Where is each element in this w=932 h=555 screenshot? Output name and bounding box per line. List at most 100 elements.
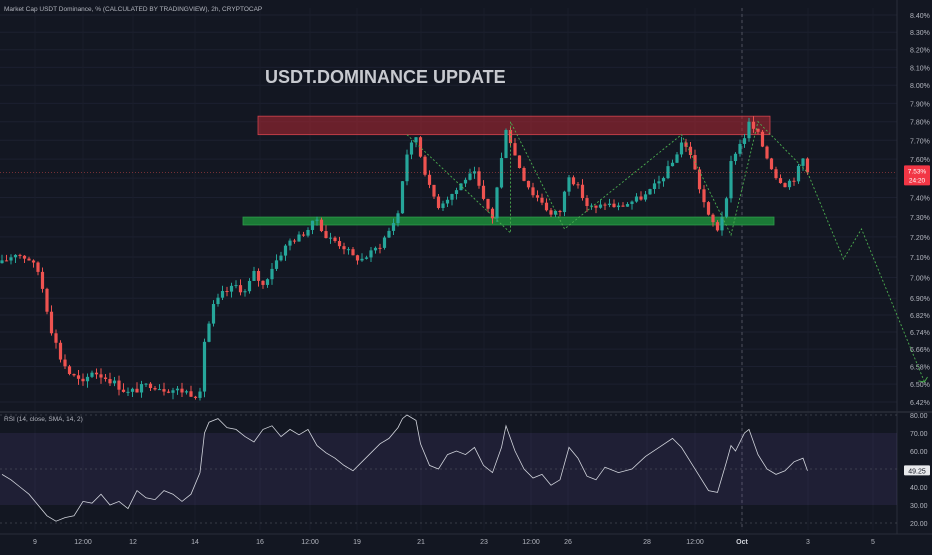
candle-body	[90, 372, 94, 377]
candle-body	[103, 377, 108, 380]
candle-body	[414, 137, 418, 143]
candle-body	[139, 384, 144, 393]
candle-body	[9, 257, 13, 261]
candle-body	[571, 177, 576, 185]
symbol-title: Market Cap USDT Dominance, % (CALCULATED…	[4, 6, 262, 13]
candle-body	[567, 177, 571, 192]
candle-body	[787, 180, 792, 188]
candle-body	[337, 241, 342, 247]
candle-body	[535, 195, 540, 198]
candle-body	[504, 130, 508, 159]
candle-body	[661, 178, 666, 182]
candle-body	[549, 210, 553, 215]
candle-body	[301, 234, 306, 236]
candle-body	[585, 198, 589, 207]
candle-body	[445, 199, 450, 204]
y-tick-label: 7.90%	[910, 101, 930, 108]
candle-body	[648, 189, 652, 195]
candle-body	[783, 183, 787, 188]
candle-body	[238, 285, 243, 293]
candle-body	[652, 183, 657, 190]
candle-body	[94, 372, 99, 375]
candle-body	[342, 246, 346, 250]
candle-body	[234, 285, 238, 287]
x-tick-label: 3	[806, 539, 810, 546]
candle-body	[63, 359, 67, 367]
candle-body	[171, 390, 175, 393]
y-tick-label: 6.58%	[910, 365, 930, 372]
candle-body	[198, 391, 202, 398]
candle-body	[657, 181, 661, 184]
x-tick-label: Oct	[736, 539, 748, 546]
candle-body	[670, 162, 675, 167]
candle-body	[180, 388, 184, 393]
y-tick-label: 8.20%	[910, 48, 930, 55]
y-tick-label: 8.30%	[910, 30, 930, 37]
x-tick-label: 26	[564, 539, 572, 546]
candle-body	[409, 142, 414, 155]
candle-body	[297, 234, 301, 242]
candle-body	[562, 191, 567, 213]
candle-body	[751, 121, 756, 129]
candle-body	[279, 255, 283, 261]
x-tick-label: 21	[417, 539, 425, 546]
candle-body	[22, 255, 27, 259]
candle-body	[729, 161, 733, 199]
x-tick-label: 12:00	[686, 539, 704, 546]
x-tick-label: 16	[256, 539, 264, 546]
candle-body	[747, 121, 751, 139]
candle-body	[418, 137, 423, 157]
candle-body	[400, 181, 405, 214]
candle-body	[31, 260, 36, 263]
candle-body	[733, 153, 738, 162]
candle-body	[459, 183, 463, 191]
rsi-tick-label: 30.00	[910, 503, 928, 510]
candle-body	[45, 288, 49, 312]
candle-body	[724, 198, 729, 217]
x-tick-label: 12:00	[522, 539, 540, 546]
candle-body	[625, 204, 630, 207]
rsi-line	[1, 414, 808, 522]
y-tick-label: 6.66%	[910, 347, 930, 354]
candle-body	[693, 155, 697, 170]
candle-body	[274, 260, 279, 269]
candle-body	[27, 258, 31, 261]
candle-body	[72, 373, 76, 376]
candle-body	[432, 184, 436, 197]
candle-body	[189, 391, 193, 397]
candle-body	[738, 143, 742, 154]
candle-body	[490, 208, 495, 219]
y-tick-label: 7.70%	[910, 138, 930, 145]
candle-body	[135, 388, 139, 393]
y-tick-label: 8.00%	[910, 83, 930, 90]
candle-body	[216, 297, 220, 305]
candle-body	[697, 169, 702, 190]
candle-body	[454, 190, 459, 194]
candle-body	[13, 254, 18, 258]
candle-body	[265, 279, 270, 285]
candle-body	[117, 380, 121, 390]
candle-body	[702, 189, 706, 203]
x-tick-label: 28	[643, 539, 651, 546]
candle-body	[108, 379, 112, 384]
candle-body	[558, 210, 562, 213]
candle-body	[310, 220, 315, 230]
y-tick-label: 8.40%	[910, 13, 930, 20]
x-tick-label: 12:00	[301, 539, 319, 546]
x-tick-label: 14	[191, 539, 199, 546]
resistance-zone	[257, 115, 771, 136]
candle-body	[369, 250, 373, 258]
candle-body	[202, 341, 207, 392]
rsi-tick-label: 70.00	[910, 431, 928, 438]
y-tick-label: 7.20%	[910, 235, 930, 242]
candle-body	[67, 366, 72, 374]
candle-body	[765, 146, 769, 159]
candle-body	[315, 219, 319, 221]
candle-body	[121, 389, 126, 392]
pattern-line	[406, 120, 808, 237]
y-tick-label: 6.42%	[910, 400, 930, 407]
candle-body	[477, 171, 481, 186]
candle-body	[796, 165, 801, 182]
candle-body	[306, 229, 310, 236]
